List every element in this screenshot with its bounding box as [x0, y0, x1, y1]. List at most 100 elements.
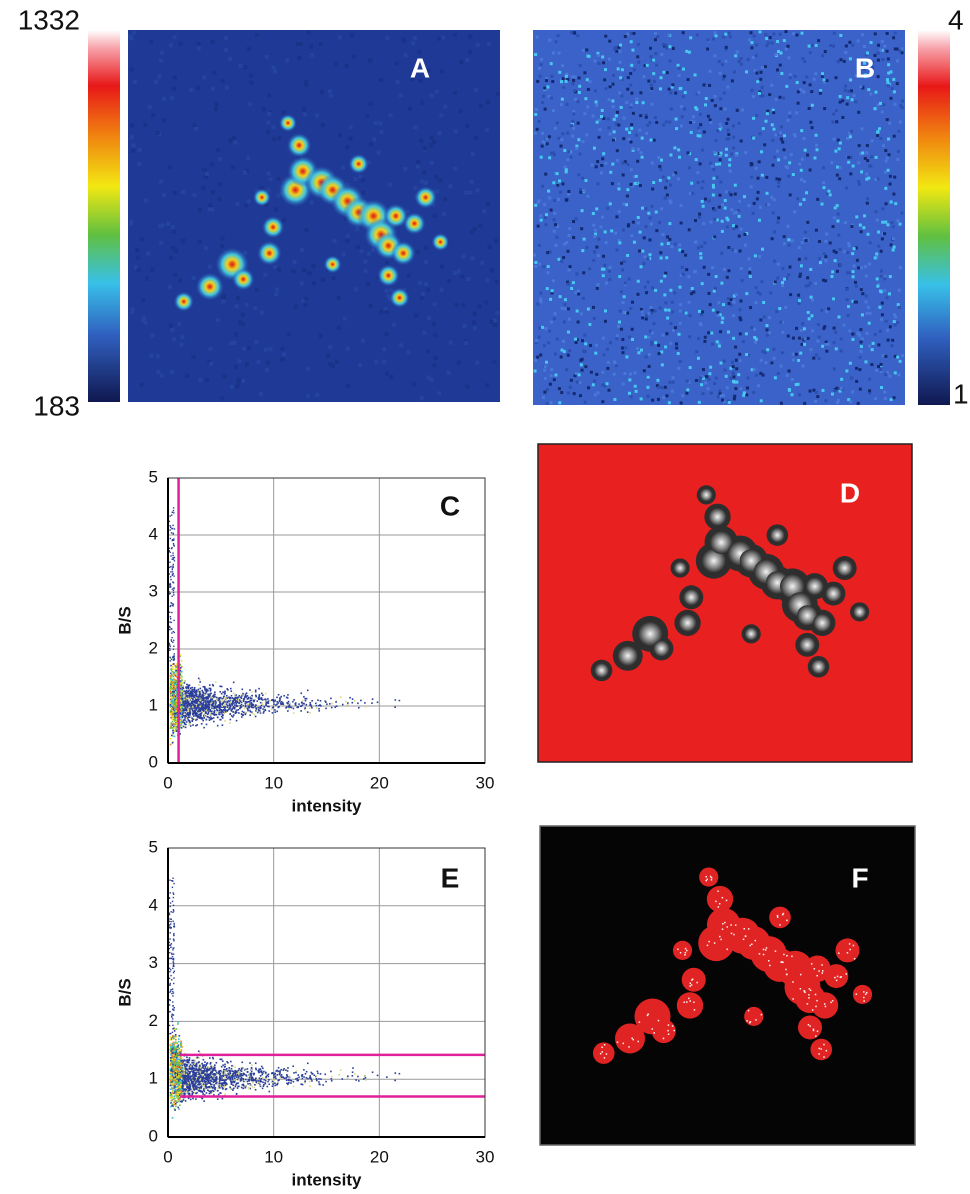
- ratio-speckle: [723, 75, 726, 78]
- ratio-speckle: [823, 107, 826, 110]
- ratio-speckle: [627, 163, 630, 166]
- heatmap-noise: [156, 370, 160, 374]
- scatter-dot: [203, 708, 205, 710]
- heatmap-noise: [486, 202, 490, 206]
- heatmap-noise: [480, 261, 484, 265]
- scatter-dot: [329, 703, 331, 705]
- ratio-speckle: [881, 110, 884, 113]
- scatter-dot: [173, 507, 174, 508]
- ratio-speckle: [877, 59, 880, 62]
- scatter-dot: [288, 1079, 290, 1081]
- ratio-speckle: [809, 121, 812, 124]
- ratio-speckle: [671, 376, 674, 379]
- ratio-speckle: [552, 181, 555, 184]
- scatter-dot: [281, 701, 283, 703]
- ratio-speckle: [669, 184, 672, 187]
- heatmap-noise: [349, 125, 353, 129]
- scatter-dot: [189, 684, 191, 686]
- scatter-dot: [229, 713, 231, 715]
- ratio-speckle: [783, 278, 786, 281]
- ratio-speckle: [605, 282, 608, 285]
- ratio-speckle: [699, 323, 702, 326]
- scatter-dot: [188, 687, 190, 689]
- ratio-speckle: [704, 336, 707, 339]
- ratio-speckle: [773, 260, 776, 263]
- ratio-speckle: [713, 218, 716, 221]
- ratio-speckle: [811, 44, 814, 47]
- scatter-dot: [172, 666, 174, 668]
- ratio-speckle: [580, 363, 583, 366]
- ratio-speckle: [541, 132, 544, 135]
- ratio-speckle: [785, 48, 788, 51]
- ratio-speckle: [551, 80, 554, 83]
- ratio-speckle: [875, 252, 878, 255]
- heatmap-noise: [460, 275, 464, 279]
- ratio-speckle: [737, 122, 740, 125]
- scatter-dot: [233, 693, 235, 695]
- ratio-speckle: [592, 114, 595, 117]
- ratio-speckle: [550, 97, 553, 100]
- ratio-speckle: [611, 99, 614, 102]
- ratio-speckle: [787, 273, 790, 276]
- ratio-speckle: [781, 281, 784, 284]
- heatmap-spot: [174, 292, 194, 312]
- scatter-dot: [217, 725, 219, 727]
- ratio-speckle: [631, 328, 634, 331]
- scatter-dot: [253, 700, 255, 702]
- scatter-dot: [250, 711, 252, 713]
- ratio-speckle: [782, 97, 785, 100]
- scatter-dot: [207, 696, 209, 698]
- ratio-speckle: [720, 282, 723, 285]
- ratio-speckle: [581, 249, 584, 252]
- ratio-speckle: [681, 250, 684, 253]
- scatter-dot: [175, 726, 177, 728]
- ratio-speckle: [595, 344, 598, 347]
- ratio-speckle: [836, 220, 839, 223]
- ratio-speckle: [837, 60, 840, 63]
- heatmap-noise: [303, 112, 307, 116]
- scatter-dot: [238, 706, 240, 708]
- ratio-speckle: [585, 48, 588, 51]
- ratio-speckle: [820, 309, 823, 312]
- heatmap-noise: [247, 346, 251, 350]
- ratio-speckle: [859, 85, 862, 88]
- ratio-speckle: [870, 155, 873, 158]
- scatter-dot: [199, 679, 201, 681]
- scatter-dot: [189, 703, 191, 705]
- ratio-speckle: [546, 402, 549, 405]
- ratio-speckle: [659, 87, 662, 90]
- ratio-speckle: [812, 357, 815, 360]
- ratio-speckle: [616, 111, 619, 114]
- scatter-dot: [345, 701, 347, 703]
- ratio-speckle: [755, 167, 758, 170]
- ratio-speckle: [538, 244, 541, 247]
- scatter-dot: [170, 616, 171, 617]
- ratio-speckle: [752, 117, 755, 120]
- ratio-speckle: [592, 383, 595, 386]
- scatter-dot: [265, 698, 267, 700]
- ratio-speckle: [601, 371, 604, 374]
- ratio-speckle: [857, 266, 860, 269]
- ratio-speckle: [727, 133, 730, 136]
- ratio-speckle: [586, 195, 589, 198]
- ratio-speckle: [773, 156, 776, 159]
- ratio-speckle: [741, 279, 744, 282]
- ratio-speckle: [706, 48, 709, 51]
- heatmap-noise: [333, 239, 337, 243]
- scatter-dot: [210, 717, 212, 719]
- heatmap-noise: [482, 209, 486, 213]
- scatter-dot: [191, 720, 193, 722]
- ratio-speckle: [618, 275, 621, 278]
- ratio-speckle: [865, 151, 868, 154]
- ratio-speckle: [833, 216, 836, 219]
- heatmap-noise: [454, 303, 458, 307]
- ratio-speckle: [557, 258, 560, 261]
- scatter-dot: [203, 697, 205, 699]
- ratio-speckle: [836, 270, 839, 273]
- ratio-speckle: [630, 183, 633, 186]
- ratio-speckle: [593, 147, 596, 150]
- heatmap-noise: [492, 360, 496, 364]
- scatter-dot: [210, 719, 212, 721]
- ratio-speckle: [824, 50, 827, 53]
- scatter-dot: [201, 717, 203, 719]
